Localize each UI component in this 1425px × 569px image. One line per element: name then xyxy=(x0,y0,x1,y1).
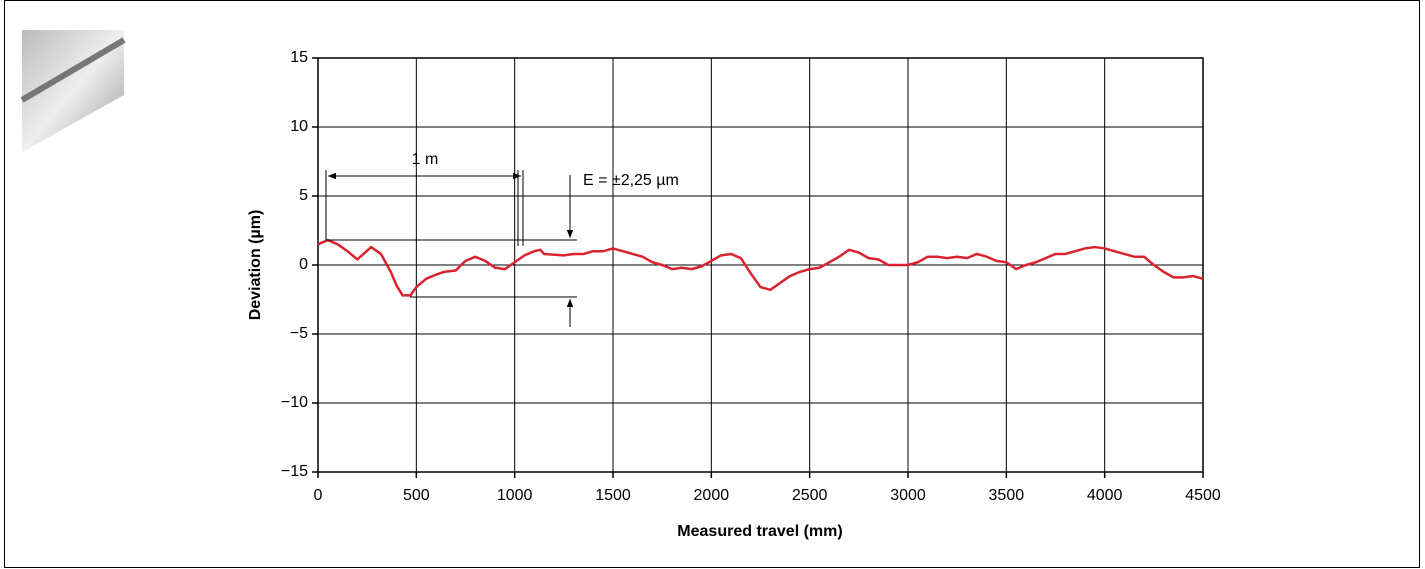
frame xyxy=(4,0,1420,568)
x-tick-label: 500 xyxy=(403,487,430,504)
annotation: E = ±2,25 µm xyxy=(583,172,679,189)
y-tick-label: 5 xyxy=(299,187,308,204)
data-line xyxy=(317,238,1204,297)
x-tick-label: 2500 xyxy=(792,487,828,504)
x-tick-label: 3500 xyxy=(989,487,1025,504)
x-tick-label: 3000 xyxy=(890,487,926,504)
x-tick-label: 1500 xyxy=(595,487,631,504)
x-tick-label: 0 xyxy=(314,487,323,504)
product-thumbnail xyxy=(22,30,124,152)
y-tick-label: −15 xyxy=(281,463,308,480)
thumbnail-detail xyxy=(20,37,126,103)
x-tick-label: 4000 xyxy=(1087,487,1123,504)
y-axis-title: Deviation (µm) xyxy=(247,210,264,321)
annotation-dimensions xyxy=(325,170,577,327)
y-tick-label: −5 xyxy=(290,325,308,342)
x-tick-label: 1000 xyxy=(497,487,533,504)
y-tick-label: 10 xyxy=(290,118,308,135)
x-axis-title: Measured travel (mm) xyxy=(677,523,842,540)
y-tick-label: 0 xyxy=(299,256,308,273)
y-tick-label: −10 xyxy=(281,394,308,411)
y-tick-label: 15 xyxy=(290,49,308,66)
annotation: 1 m xyxy=(412,151,439,168)
x-tick-label: 4500 xyxy=(1185,487,1221,504)
plot-border xyxy=(317,57,1204,473)
x-tick-label: 2000 xyxy=(694,487,730,504)
plot: −15 −10 −5 0 5 10 15 0 500 1000 1500 2000 2500 3000 35… xyxy=(281,49,1221,504)
